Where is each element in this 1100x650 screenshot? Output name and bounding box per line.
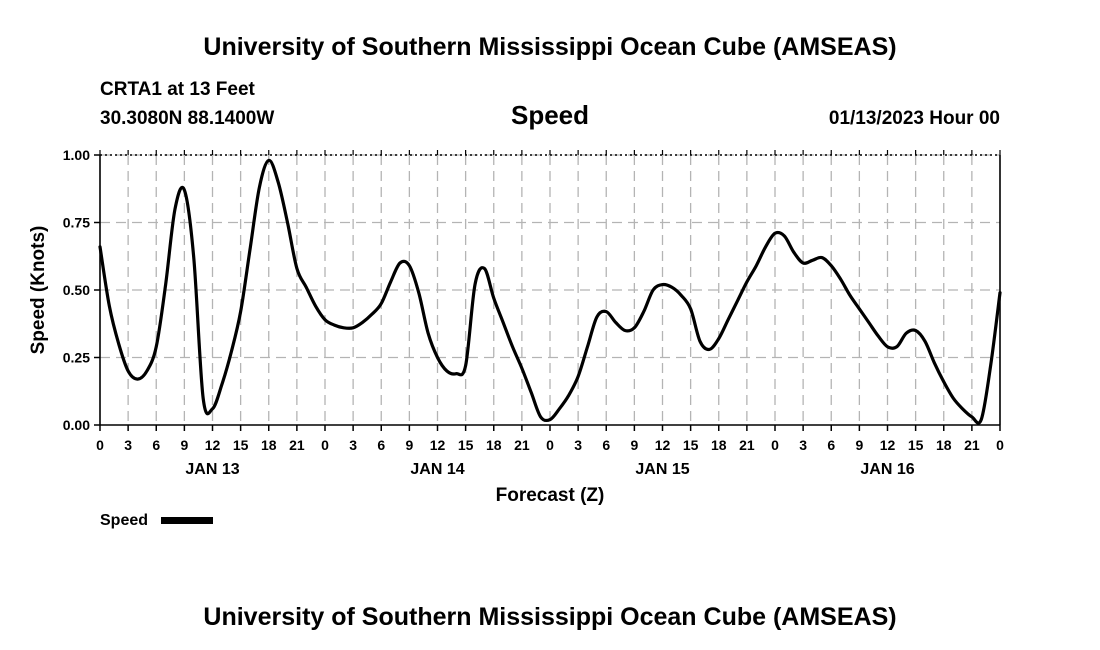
y-tick-label: 0.50: [63, 282, 90, 298]
x-tick-label: 3: [349, 437, 357, 453]
x-tick-label: 6: [827, 437, 835, 453]
y-tick-label: 0.25: [63, 350, 90, 366]
date-label: JAN 13: [185, 461, 239, 478]
x-tick-label: 18: [486, 437, 502, 453]
x-tick-label: 6: [377, 437, 385, 453]
x-tick-label: 12: [205, 437, 221, 453]
legend: Speed: [100, 512, 213, 529]
x-tick-label: 15: [683, 437, 699, 453]
x-tick-label: 9: [855, 437, 863, 453]
x-tick-label: 6: [152, 437, 160, 453]
station-coordinates: 30.3080N 88.1400W: [100, 108, 274, 129]
x-tick-label: 18: [711, 437, 727, 453]
x-axis-ticks: 0 3 6 9 12 15 18 21 0 3 6 9 12 15 18 21 0 3 6 9 12 15 18 21 0 3 6 9…: [96, 150, 1004, 453]
x-tick-label: 0: [96, 437, 104, 453]
page-title: University of Southern Mississippi Ocean…: [203, 33, 896, 61]
x-tick-label: 21: [739, 437, 755, 453]
station-label: CRTA1 at 13 Feet: [100, 79, 256, 100]
y-tick-label: 0.75: [63, 215, 90, 231]
legend-label: Speed: [100, 512, 148, 529]
x-tick-label: 3: [124, 437, 132, 453]
x-tick-label: 9: [630, 437, 638, 453]
x-axis-dates: JAN 13 JAN 14 JAN 15 JAN 16: [185, 461, 914, 478]
x-tick-label: 3: [799, 437, 807, 453]
date-label: JAN 16: [860, 461, 914, 478]
x-tick-label: 15: [908, 437, 924, 453]
x-tick-label: 12: [430, 437, 446, 453]
x-tick-label: 18: [936, 437, 952, 453]
y-axis-label: Speed (Knots): [28, 226, 49, 355]
chart-title: Speed: [511, 100, 589, 130]
x-tick-label: 3: [574, 437, 582, 453]
series-layer: [98, 158, 1002, 425]
x-tick-label: 21: [514, 437, 530, 453]
date-label: JAN 15: [635, 461, 689, 478]
issue-time: 01/13/2023 Hour 00: [829, 108, 1000, 129]
x-tick-label: 9: [405, 437, 413, 453]
x-tick-label: 21: [289, 437, 305, 453]
x-tick-label: 9: [180, 437, 188, 453]
y-tick-label: 1.00: [63, 147, 90, 163]
grid-lines: [100, 154, 1000, 425]
x-tick-label: 18: [261, 437, 277, 453]
x-tick-label: 0: [321, 437, 329, 453]
x-tick-label: 0: [771, 437, 779, 453]
x-axis-label: Forecast (Z): [496, 485, 605, 506]
legend-swatch: [161, 517, 213, 524]
date-label: JAN 14: [410, 461, 464, 478]
y-axis-ticks: 0.00 0.25 0.50 0.75 1.00: [63, 147, 100, 433]
y-tick-label: 0.00: [63, 417, 90, 433]
x-tick-label: 21: [964, 437, 980, 453]
series-line-speed: [98, 158, 1002, 425]
x-tick-label: 15: [233, 437, 249, 453]
x-tick-label: 12: [880, 437, 896, 453]
x-tick-label: 6: [602, 437, 610, 453]
x-tick-label: 12: [655, 437, 671, 453]
x-tick-label: 0: [546, 437, 554, 453]
footer-title: University of Southern Mississippi Ocean…: [203, 603, 896, 631]
x-tick-label: 15: [458, 437, 474, 453]
x-tick-label: 0: [996, 437, 1004, 453]
